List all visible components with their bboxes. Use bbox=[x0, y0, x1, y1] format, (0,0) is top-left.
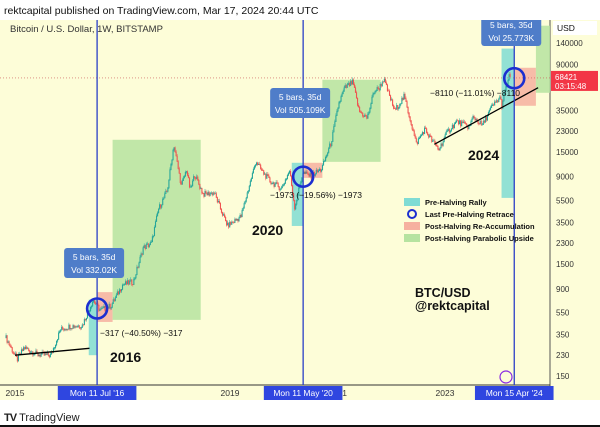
retrace-label: −317 (−40.50%) −317 bbox=[100, 328, 183, 338]
legend-label: Last Pre-Halving Retrace bbox=[425, 210, 514, 219]
measure-box bbox=[270, 88, 331, 118]
price-tick: 1500 bbox=[556, 260, 574, 269]
halving-date-tag bbox=[474, 386, 554, 400]
retrace-circle bbox=[85, 297, 109, 320]
retrace-circle bbox=[502, 66, 526, 90]
divider bbox=[0, 425, 600, 427]
price-tick: 15000 bbox=[556, 148, 579, 157]
legend-swatch-circle bbox=[407, 209, 417, 219]
price-tick: 140000 bbox=[556, 39, 583, 48]
zone-pre-halving-rally bbox=[291, 162, 304, 226]
halving-date-label: Mon 11 May '20 bbox=[273, 388, 333, 398]
zone-post-halving-parabolic-upside bbox=[112, 139, 201, 320]
retrace-circle bbox=[291, 165, 315, 188]
measure-volume: Vol 332.02K bbox=[71, 265, 117, 275]
retrace-label: −1973 (−19.56%) −1973 bbox=[270, 190, 362, 200]
measure-volume: Vol 505.109K bbox=[275, 105, 326, 115]
trendline bbox=[14, 347, 90, 356]
current-price-value: 68421 bbox=[555, 73, 578, 82]
current-price-tag bbox=[551, 70, 598, 91]
halving-date-label: Mon 11 Jul '16 bbox=[70, 388, 125, 398]
brand-name: TradingView bbox=[19, 412, 80, 424]
zone-pre-halving-rally bbox=[88, 299, 98, 356]
price-tick: 550 bbox=[556, 309, 570, 318]
legend-label: Post-Halving Re-Accumulation bbox=[425, 222, 535, 231]
time-tick: 2015 bbox=[6, 388, 25, 398]
legend-swatch bbox=[404, 198, 420, 206]
tradingview-logo[interactable]: TV TradingView bbox=[4, 412, 80, 424]
legend-label: Post-Halving Parabolic Upside bbox=[425, 234, 534, 243]
legend-swatch bbox=[404, 234, 420, 242]
zone-pre-halving-rally bbox=[501, 48, 515, 198]
published-caption: rektcapital published on TradingView.com… bbox=[4, 5, 319, 17]
retrace-label: −8110 (−11.01%) −8110 bbox=[430, 88, 520, 98]
halving-date-label: Mon 15 Apr '24 bbox=[486, 388, 543, 398]
legend-swatch bbox=[404, 222, 420, 230]
measure-bars: 5 bars, 35d bbox=[279, 92, 322, 102]
annotation-author: @rektcapital bbox=[415, 299, 490, 313]
tv-logo-icon: TV bbox=[4, 412, 17, 424]
halving-year-label: 2016 bbox=[110, 349, 141, 365]
halving-year-label: 2024 bbox=[468, 147, 499, 163]
symbol-title: Bitcoin / U.S. Dollar, 1W, BITSTAMP bbox=[10, 24, 163, 35]
price-tick: 23000 bbox=[556, 127, 579, 136]
time-tick: 2023 bbox=[436, 388, 455, 398]
halving-year-label: 2020 bbox=[252, 222, 283, 238]
legend-label: Pre-Halving Rally bbox=[425, 198, 488, 207]
time-tick: 2019 bbox=[221, 388, 240, 398]
measure-bars: 5 bars, 35d bbox=[490, 20, 533, 30]
currency-label: USD bbox=[557, 23, 575, 33]
measure-box bbox=[481, 20, 542, 46]
halving-date-tag bbox=[263, 386, 343, 400]
btc-chart[interactable]: 5 bars, 35d Vol 332.02K −317 (−40.50%) −31… bbox=[0, 20, 600, 405]
price-tick: 9000 bbox=[556, 173, 574, 182]
measure-volume: Vol 25.773K bbox=[488, 33, 534, 43]
halving-date-tag bbox=[57, 386, 137, 400]
price-tick: 230 bbox=[556, 351, 570, 360]
price-tick: 35000 bbox=[556, 107, 579, 116]
annotation-symbol: BTC/USD bbox=[415, 286, 471, 300]
price-tick: 350 bbox=[556, 331, 570, 340]
halving-icon[interactable] bbox=[499, 370, 513, 384]
price-tick: 900 bbox=[556, 285, 570, 294]
price-tick: 150 bbox=[556, 372, 570, 381]
price-tick: 90000 bbox=[556, 61, 579, 70]
trendline bbox=[434, 87, 539, 145]
measure-bars: 5 bars, 35d bbox=[73, 252, 116, 262]
price-tick: 2300 bbox=[556, 239, 574, 248]
currency-box bbox=[553, 21, 597, 35]
price-tick: 5500 bbox=[556, 197, 574, 206]
zone-post-halving-parabolic-upside bbox=[322, 79, 381, 162]
measure-box bbox=[64, 248, 125, 278]
zone-post-halving-re-accumulation bbox=[514, 67, 536, 106]
price-countdown: 03:15:48 bbox=[555, 82, 587, 91]
price-tick: 3500 bbox=[556, 219, 574, 228]
